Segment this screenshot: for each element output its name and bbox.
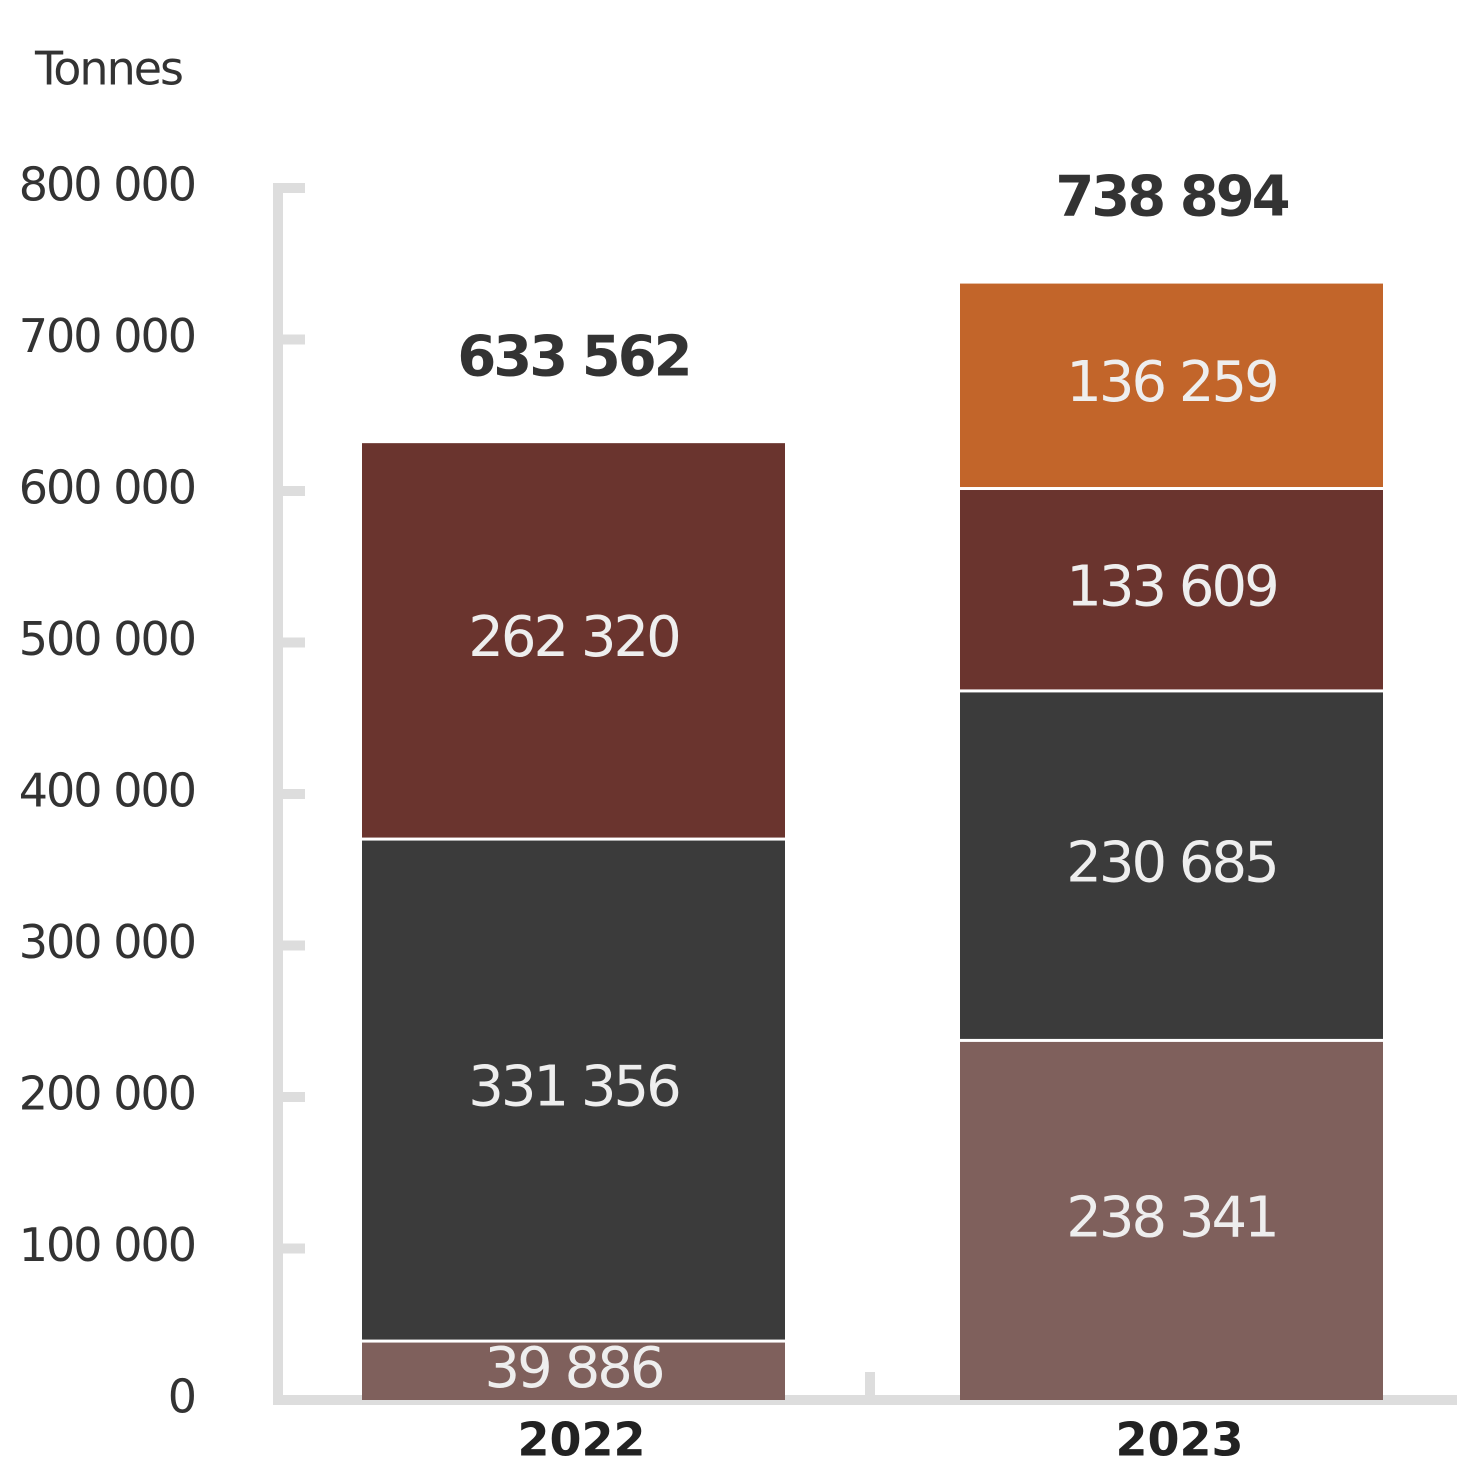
y-tick-label: 0: [168, 1370, 195, 1424]
y-tick-label: 400 000: [19, 764, 195, 818]
value-label: 136 259: [1066, 350, 1277, 415]
bar-segment: [362, 1342, 785, 1400]
y-tick-label: 300 000: [19, 915, 195, 969]
y-tick-label: 100 000: [19, 1218, 195, 1272]
value-label: 230 685: [1066, 830, 1277, 895]
bar-segment: [362, 443, 785, 838]
value-label: 238 341: [1066, 1186, 1277, 1251]
total-label: 738 894: [1055, 165, 1288, 230]
bar-segment: [960, 1041, 1383, 1400]
y-axis-label: Tonnes: [34, 42, 182, 96]
bar-segment: [960, 283, 1383, 488]
value-label: 262 320: [468, 605, 679, 670]
total-label: 633 562: [457, 324, 689, 389]
y-tick-label: 600 000: [19, 461, 195, 515]
y-tick-label: 800 000: [19, 158, 195, 212]
bar-segment: [960, 490, 1383, 690]
value-label: 133 609: [1066, 554, 1277, 619]
y-tick-label: 700 000: [19, 309, 195, 363]
y-tick-label: 500 000: [19, 612, 195, 666]
bar-segment: [362, 840, 785, 1340]
x-tick-label: 2023: [1115, 1413, 1243, 1464]
value-label: 331 356: [468, 1055, 679, 1120]
y-tick-label: 200 000: [19, 1067, 195, 1121]
x-tick-label: 2022: [517, 1413, 645, 1464]
bar-segment: [960, 692, 1383, 1039]
value-label: 39 886: [485, 1336, 663, 1401]
